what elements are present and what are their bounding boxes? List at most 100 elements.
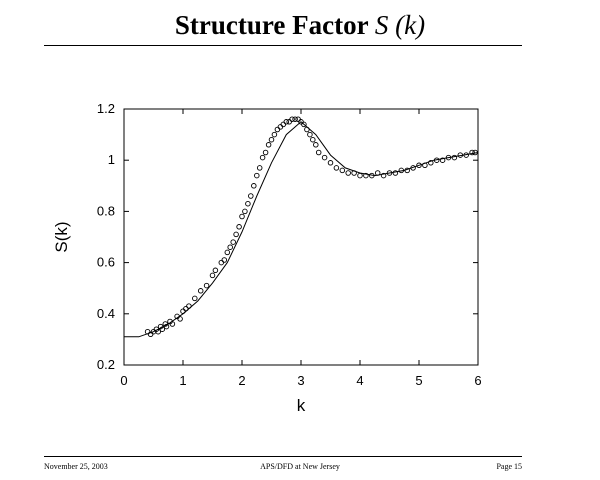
data-point — [271, 131, 278, 138]
data-point — [186, 303, 192, 309]
x-tick-label: 4 — [356, 373, 363, 388]
data-point — [212, 267, 219, 274]
data-point — [180, 308, 186, 314]
data-point — [416, 162, 422, 169]
data-point — [242, 208, 248, 215]
data-point — [277, 124, 284, 130]
data-point — [224, 249, 231, 256]
data-point — [259, 154, 266, 161]
data-point — [386, 170, 393, 176]
y-tick-label: 1.2 — [97, 101, 115, 116]
data-point — [155, 328, 161, 335]
data-point — [245, 200, 251, 207]
data-point — [457, 152, 464, 158]
x-tick-label: 5 — [415, 373, 422, 388]
data-point — [463, 152, 469, 158]
data-point — [410, 165, 416, 171]
x-tick-label: 2 — [238, 373, 245, 388]
data-point — [230, 239, 236, 245]
slide-title-text: Structure Factor — [174, 10, 369, 40]
x-tick-label: 6 — [474, 373, 481, 388]
data-point — [445, 154, 452, 161]
data-point — [236, 224, 242, 230]
footer-divider — [44, 456, 522, 457]
data-point — [374, 170, 381, 176]
plot-frame — [123, 108, 479, 366]
data-point — [169, 321, 176, 327]
data-point — [380, 172, 387, 179]
axis-ticks: 0 1 2 3 4 5 6 0.2 0.4 0.6 0.8 1 1.2 — [97, 101, 482, 388]
slide-title: Structure Factor S (k) — [0, 10, 600, 41]
data-point — [333, 165, 340, 171]
data-point — [357, 172, 363, 179]
data-point — [254, 172, 260, 179]
footer-page: Page 15 — [496, 462, 522, 471]
data-point — [262, 149, 269, 156]
data-point — [289, 116, 295, 122]
slide-title-math: S (k) — [374, 10, 426, 40]
data-point — [310, 136, 316, 143]
title-divider — [44, 45, 522, 46]
data-point — [351, 170, 357, 176]
data-point — [315, 149, 322, 156]
data-point — [451, 154, 458, 161]
y-tick-label: 1 — [108, 152, 115, 167]
data-point — [177, 316, 183, 322]
y-tick-label: 0.2 — [97, 357, 115, 372]
y-tick-label: 0.6 — [97, 255, 115, 270]
data-point — [197, 288, 204, 294]
data-point — [321, 154, 328, 161]
data-point — [439, 157, 446, 163]
data-point — [239, 213, 245, 220]
y-axis-label: S(k) — [52, 221, 71, 252]
data-point — [268, 136, 275, 143]
data-point — [369, 172, 375, 179]
data-point — [301, 121, 307, 128]
data-point — [221, 257, 228, 263]
data-point — [304, 126, 310, 133]
data-point — [433, 157, 440, 163]
data-point — [392, 170, 399, 176]
data-point — [469, 149, 475, 156]
data-point — [295, 116, 301, 122]
data-point — [327, 160, 334, 166]
data-point — [339, 167, 346, 174]
y-tick-label: 0.4 — [97, 306, 115, 321]
data-point — [163, 323, 170, 330]
data-point — [283, 119, 290, 125]
data-point — [218, 259, 225, 266]
data-point — [398, 167, 405, 174]
y-tick-label: 0.8 — [97, 203, 115, 218]
fit-curve-layer — [124, 121, 479, 338]
data-point — [233, 231, 239, 238]
x-tick-label: 1 — [179, 373, 186, 388]
x-tick-label: 0 — [120, 373, 127, 388]
x-axis-label: k — [297, 396, 306, 415]
data-point — [286, 119, 292, 125]
x-tick-label: 3 — [297, 373, 304, 388]
data-point — [422, 162, 428, 169]
data-point — [313, 142, 319, 148]
data-point — [183, 305, 189, 312]
data-point — [227, 244, 233, 250]
data-point — [159, 326, 166, 332]
data-point — [203, 282, 210, 289]
data-point — [265, 142, 272, 148]
data-point — [307, 131, 313, 138]
data-point — [251, 183, 257, 189]
data-point — [292, 116, 298, 122]
data-points-layer — [144, 116, 478, 338]
data-point — [280, 121, 287, 128]
footer-venue: APS/DFD at New Jersey — [260, 462, 340, 471]
data-point — [248, 193, 254, 199]
footer-date: November 25, 2003 — [44, 462, 108, 471]
data-point — [472, 149, 478, 156]
data-point — [192, 295, 198, 302]
structure-factor-chart: 0 1 2 3 4 5 6 0.2 0.4 0.6 0.8 1 1.2 k S(k) — [52, 101, 482, 415]
data-point — [274, 126, 281, 133]
data-point — [162, 321, 169, 327]
data-point — [428, 160, 434, 166]
data-point — [256, 165, 263, 171]
data-point — [404, 167, 410, 174]
data-point — [345, 170, 351, 176]
